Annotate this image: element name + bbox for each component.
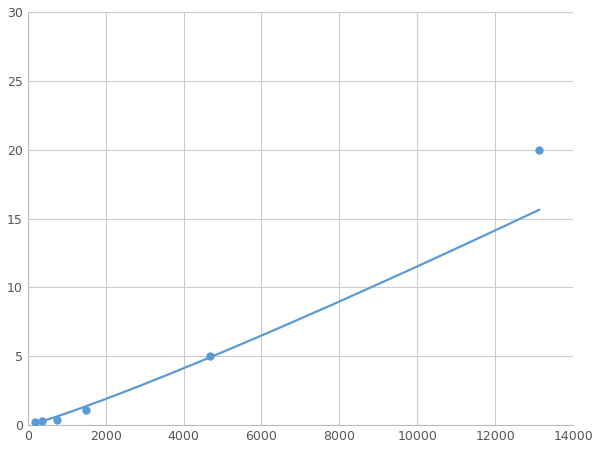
Point: [37, 418, 47, 425]
Point: [52, 416, 62, 423]
Point: [82, 406, 91, 414]
Point: [534, 146, 544, 153]
Point: [206, 353, 215, 360]
Point: [30, 419, 40, 426]
